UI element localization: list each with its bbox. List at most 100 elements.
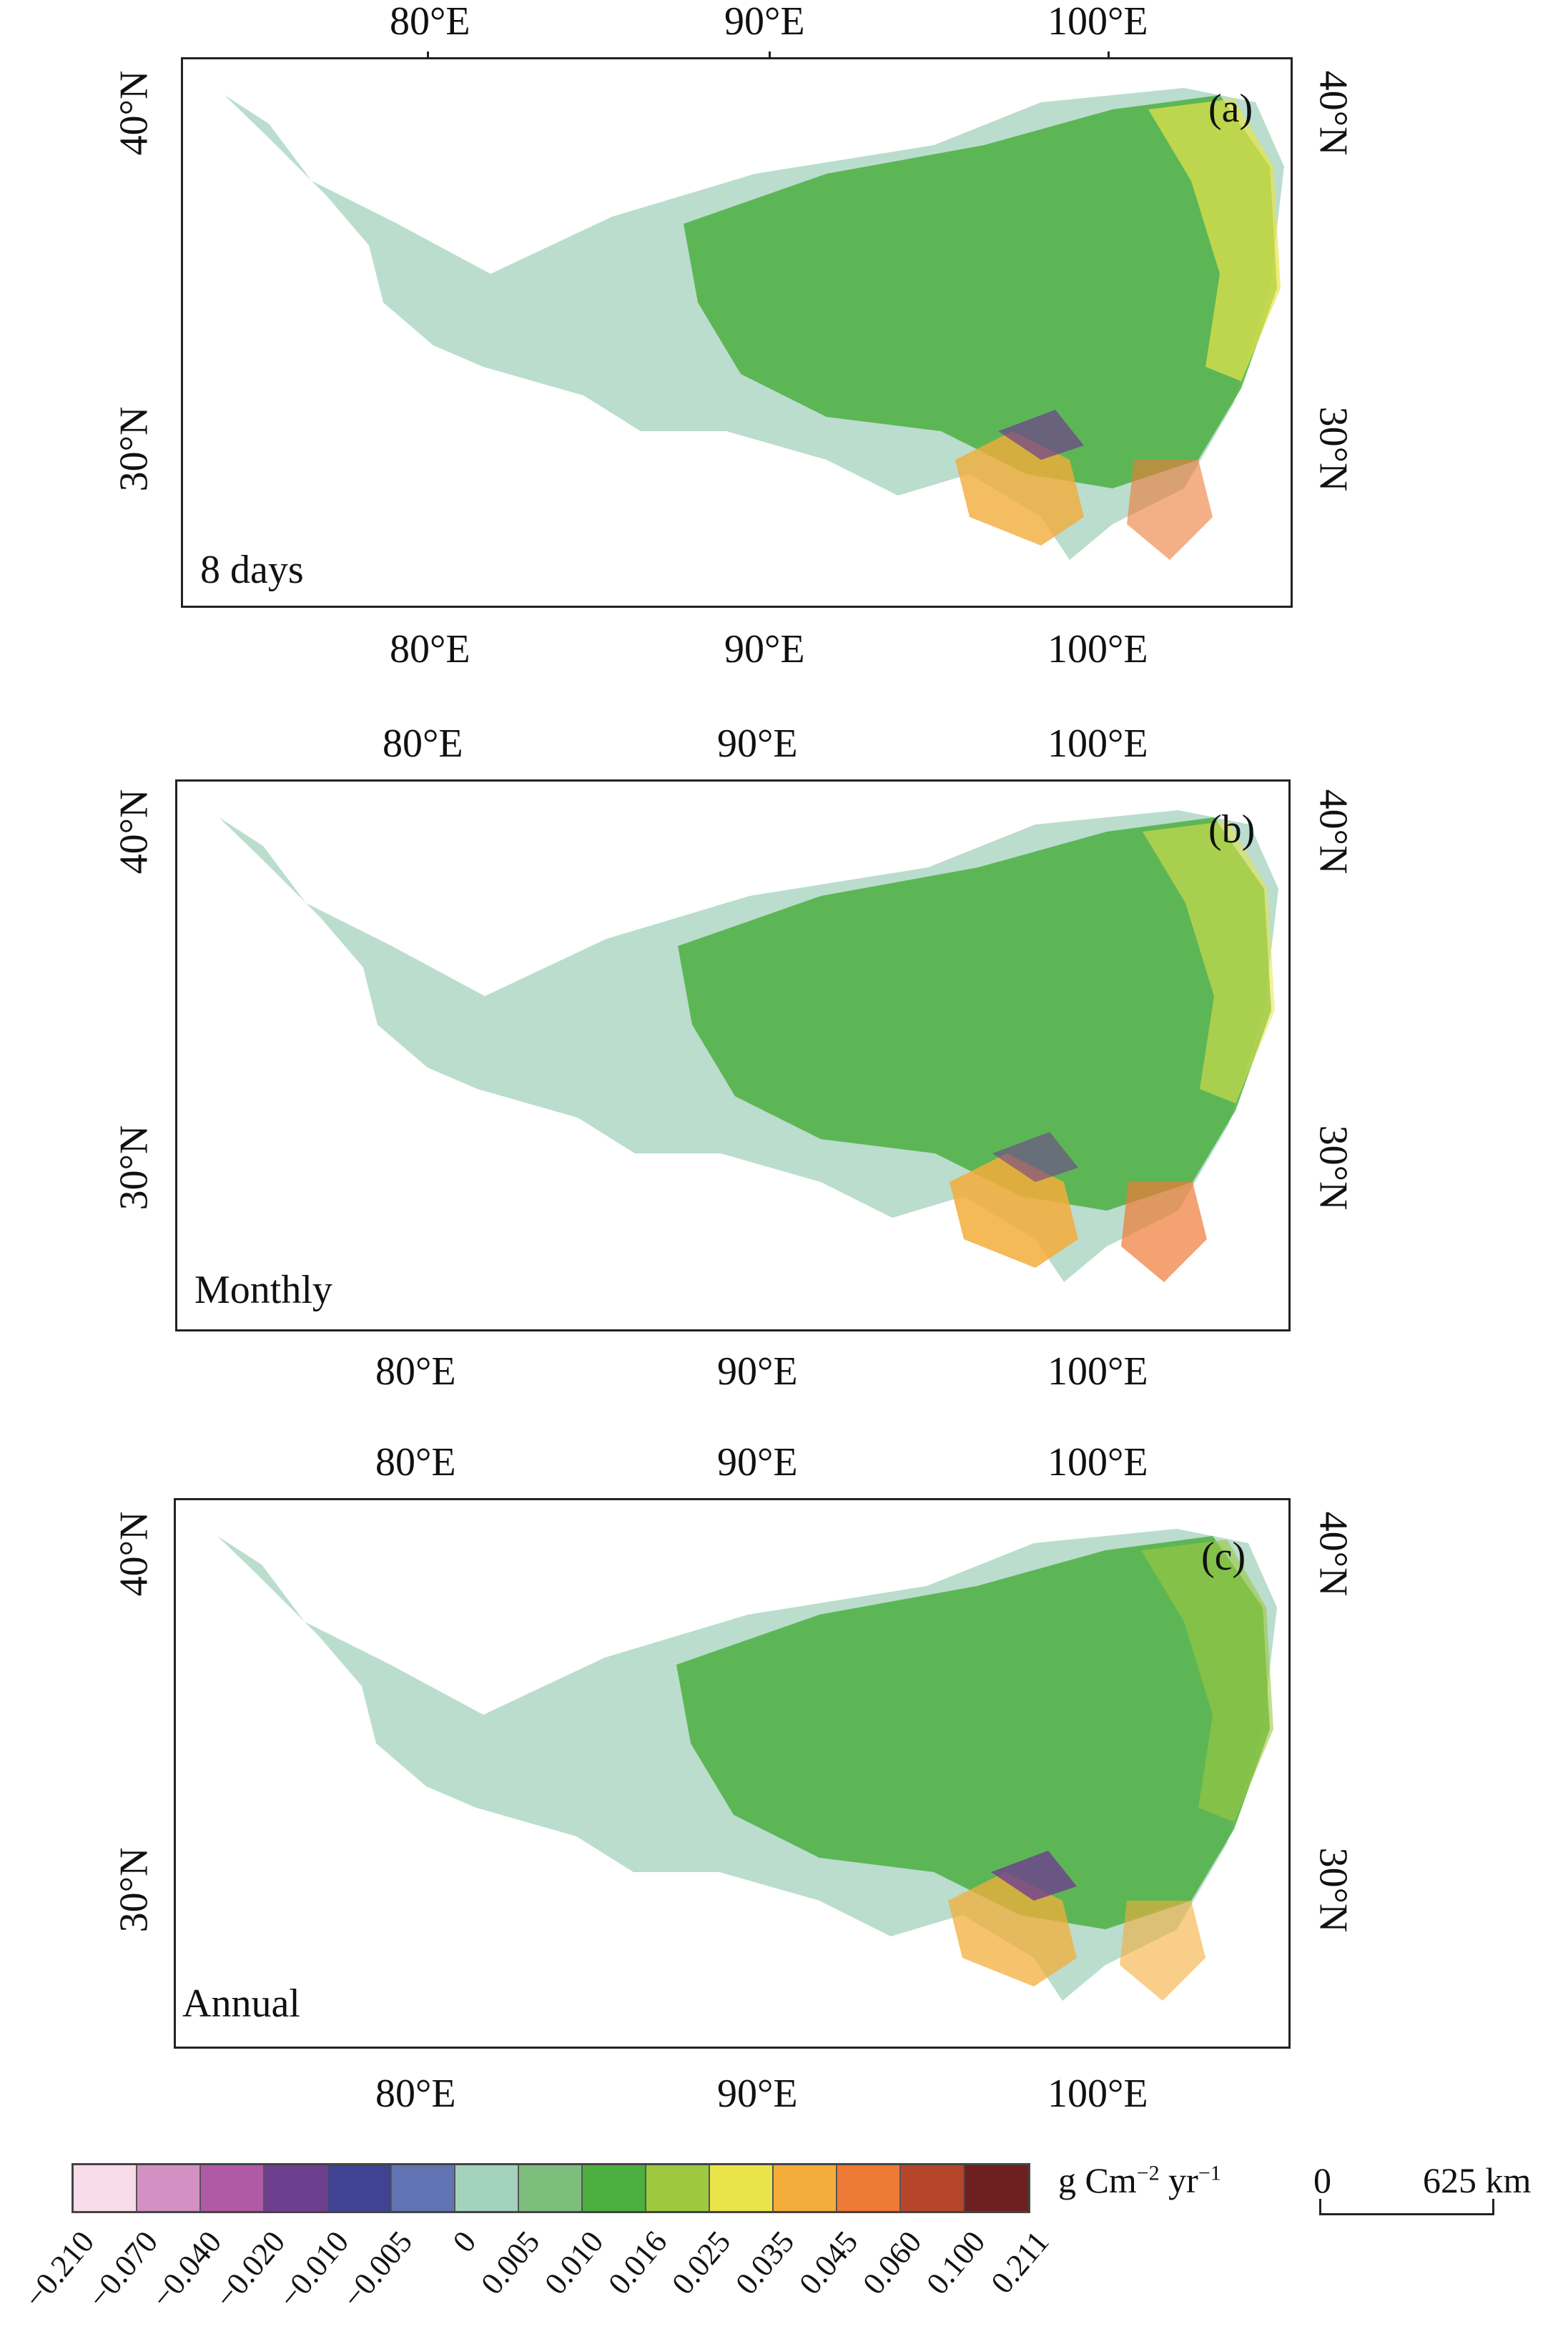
tick-mark <box>769 51 771 59</box>
legend-swatch <box>774 2165 837 2211</box>
lon-tick-top: 80°E <box>383 722 463 766</box>
scale-end: 625 km <box>1423 2160 1532 2200</box>
lon-tick-top: 90°E <box>717 722 798 766</box>
scale-line <box>1319 2213 1494 2215</box>
legend-tick-label: −0.070 <box>80 2224 165 2315</box>
region-margin <box>1143 821 1275 1103</box>
legend-tick-label: −0.010 <box>271 2224 356 2315</box>
lat-tick-left: 40°N <box>112 1511 157 1597</box>
legend-swatch <box>137 2165 201 2211</box>
legend-tick-label: 0.016 <box>601 2224 674 2301</box>
map-frame <box>175 779 1291 1331</box>
legend-swatch <box>455 2165 519 2211</box>
legend-tick-label: −0.005 <box>335 2224 420 2315</box>
region-southeast <box>1121 1182 1207 1282</box>
lon-tick-bottom: 80°E <box>375 2072 456 2116</box>
map-frame <box>181 57 1293 608</box>
legend-swatch <box>837 2165 901 2211</box>
region-decline <box>991 1851 1077 1901</box>
legend-tick-label: −0.020 <box>207 2224 292 2315</box>
map-frame <box>174 1498 1291 2049</box>
lat-tick-right: 30°N <box>1311 1847 1356 1933</box>
unit-exponent: −2 <box>1136 2161 1160 2185</box>
color-legend <box>72 2163 1030 2213</box>
legend-tick-label: 0.100 <box>919 2224 992 2301</box>
region-south <box>950 1153 1078 1268</box>
lon-tick-bottom: 90°E <box>717 1349 798 1394</box>
legend-swatch <box>519 2165 583 2211</box>
lat-tick-left: 30°N <box>112 406 157 492</box>
region-south <box>955 431 1084 546</box>
scale-bar: 0 625 km <box>1313 2160 1531 2231</box>
lon-tick-top: 90°E <box>717 1440 798 1484</box>
lon-tick-bottom: 100°E <box>1047 2072 1148 2116</box>
lon-tick-bottom: 90°E <box>717 2072 798 2116</box>
period-label: Monthly <box>194 1268 332 1312</box>
legend-tick-label: 0.211 <box>984 2224 1056 2300</box>
legend-swatch <box>710 2165 774 2211</box>
scale-tick <box>1492 2199 1494 2215</box>
legend-tick-label: 0.060 <box>856 2224 929 2301</box>
legend-swatch <box>901 2165 965 2211</box>
plateau-map <box>225 88 1284 560</box>
lat-tick-right: 30°N <box>1311 1125 1356 1211</box>
region-margin <box>1141 1540 1273 1822</box>
region-south <box>948 1872 1077 1986</box>
lon-tick-bottom: 80°E <box>375 1349 456 1394</box>
legend-swatch <box>646 2165 710 2211</box>
lon-tick-bottom: 90°E <box>724 627 805 671</box>
lon-tick-top: 80°E <box>390 0 470 44</box>
legend-swatch <box>328 2165 392 2211</box>
legend-tick-label: 0.025 <box>665 2224 738 2301</box>
lat-tick-left: 30°N <box>112 1125 157 1211</box>
period-label: Annual <box>182 1981 300 2026</box>
lon-tick-top: 90°E <box>724 0 805 44</box>
lon-tick-top: 100°E <box>1047 722 1148 766</box>
lon-tick-top: 80°E <box>375 1440 456 1484</box>
lat-tick-right: 40°N <box>1311 789 1356 875</box>
unit-text: g Cm <box>1058 2160 1137 2200</box>
legend-tick-label: −0.210 <box>16 2224 102 2315</box>
legend-tick-label: 0.035 <box>729 2224 802 2301</box>
unit-exponent: −1 <box>1198 2161 1221 2185</box>
legend-tick-label: 0.045 <box>792 2224 865 2301</box>
plateau-map <box>217 1529 1277 2001</box>
region-decline <box>998 410 1084 460</box>
lon-tick-bottom: 100°E <box>1047 627 1148 671</box>
region-southeast <box>1120 1901 1205 2001</box>
legend-tick-label: 0.005 <box>474 2224 547 2301</box>
legend-unit: g Cm−2 yr−1 <box>1058 2160 1221 2201</box>
panel-label: (b) <box>1208 807 1256 852</box>
region-southeast <box>1127 460 1213 560</box>
plateau-map <box>219 810 1278 1282</box>
panel-label: (a) <box>1208 87 1253 131</box>
unit-text: yr <box>1159 2160 1198 2200</box>
legend-swatch <box>965 2165 1028 2211</box>
lat-tick-right: 40°N <box>1311 70 1356 156</box>
legend-swatch <box>265 2165 328 2211</box>
region-margin <box>1148 99 1281 381</box>
panel-label: (c) <box>1201 1535 1246 1579</box>
lat-tick-right: 30°N <box>1311 406 1356 492</box>
lon-tick-bottom: 100°E <box>1047 1349 1148 1394</box>
legend-swatch <box>583 2165 646 2211</box>
lat-tick-left: 40°N <box>112 70 157 156</box>
legend-swatch <box>392 2165 455 2211</box>
region-decline <box>992 1132 1078 1182</box>
lon-tick-top: 100°E <box>1047 0 1148 44</box>
lon-tick-bottom: 80°E <box>390 627 470 671</box>
lat-tick-left: 40°N <box>112 789 157 875</box>
region-east <box>678 817 1271 1211</box>
lat-tick-left: 30°N <box>112 1847 157 1933</box>
scale-start: 0 <box>1313 2160 1331 2200</box>
legend-tick-label: 0.010 <box>538 2224 611 2301</box>
scale-tick <box>1319 2199 1321 2215</box>
lat-tick-right: 40°N <box>1311 1511 1356 1597</box>
region-east <box>684 95 1277 488</box>
period-label: 8 days <box>200 548 304 592</box>
legend-tick-label: −0.040 <box>144 2224 229 2315</box>
legend-swatch <box>201 2165 265 2211</box>
tick-mark <box>427 51 429 59</box>
legend-swatch <box>74 2165 137 2211</box>
